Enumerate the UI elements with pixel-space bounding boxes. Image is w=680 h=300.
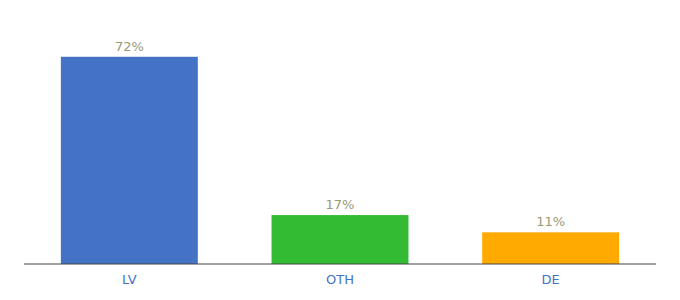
bar [272,215,409,264]
x-axis-line [24,264,656,265]
x-tick-label: LV [122,272,137,287]
x-tick-label: DE [542,272,560,287]
x-axis: LV OTH DE [24,264,656,287]
chart-svg: 72% 17% 11% LV OTH DE [0,0,680,300]
x-tick-label: OTH [326,272,354,287]
bars [61,57,619,264]
data-label: 17% [326,197,355,212]
data-labels: 72% 17% 11% [115,39,565,230]
chart-container: 72% 17% 11% LV OTH DE [0,0,680,300]
bar [482,232,619,264]
bar [61,57,198,264]
data-label: 11% [536,214,565,229]
data-label: 72% [115,39,144,54]
